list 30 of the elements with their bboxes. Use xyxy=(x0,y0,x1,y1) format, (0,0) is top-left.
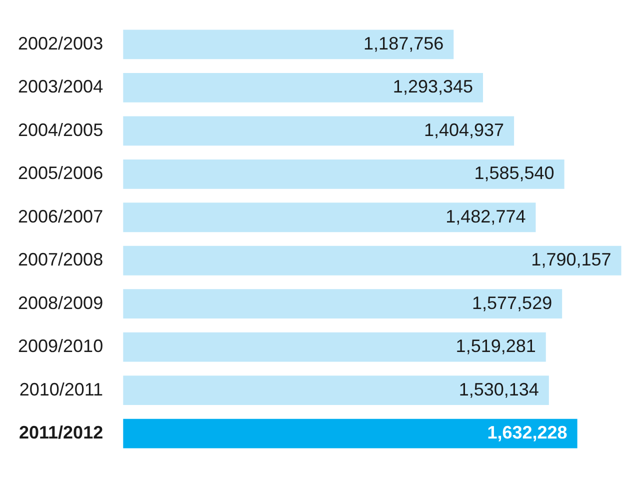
data-label: 1,519,281 xyxy=(456,336,536,356)
bar xyxy=(123,116,514,146)
y-tick-label: 2010/2011 xyxy=(19,379,104,400)
bar xyxy=(123,246,622,276)
y-tick-label: 2004/2005 xyxy=(18,120,104,140)
bar xyxy=(123,376,549,406)
bar xyxy=(123,159,564,189)
y-tick-label: 2005/2006 xyxy=(18,163,104,184)
data-label: 1,530,134 xyxy=(458,379,539,400)
data-label: 1,585,540 xyxy=(474,163,554,184)
bar xyxy=(123,72,484,102)
bar xyxy=(123,289,562,319)
data-label: 1,187,756 xyxy=(364,33,444,54)
bar xyxy=(123,332,546,362)
y-tick-label: 2009/2010 xyxy=(18,336,104,356)
y-tick-label: 2003/2004 xyxy=(18,76,104,97)
y-tick-label: 2006/2007 xyxy=(18,206,104,226)
data-label: 1,790,157 xyxy=(531,250,612,270)
bar xyxy=(123,30,454,60)
y-tick-label: 2007/2008 xyxy=(18,250,104,270)
bar xyxy=(123,202,536,232)
y-tick-label: 2002/2003 xyxy=(18,33,104,54)
data-label: 1,482,774 xyxy=(446,206,526,226)
data-label: 1,404,937 xyxy=(424,120,504,140)
bar xyxy=(123,418,578,448)
data-label: 1,293,345 xyxy=(392,76,474,97)
y-tick-label: 2008/2009 xyxy=(18,292,104,313)
data-label: 1,577,529 xyxy=(472,292,552,313)
y-tick-label: 2011/2012 xyxy=(18,422,104,443)
data-label: 1,632,228 xyxy=(487,422,568,443)
